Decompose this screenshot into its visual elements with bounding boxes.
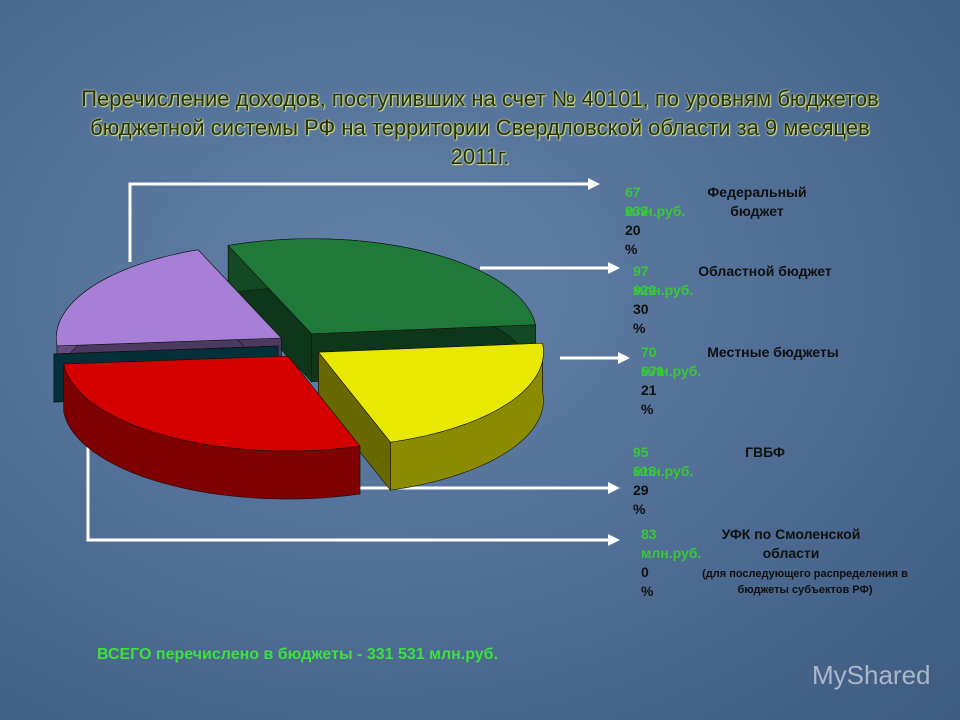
- watermark: MyShared: [812, 660, 931, 690]
- slice: [227, 238, 536, 383]
- arrow-head: [608, 482, 620, 494]
- unit-label: млн.руб.: [633, 282, 694, 298]
- chart-title: Перечисление доходов, поступивших на сче…: [81, 86, 879, 169]
- arrow-head: [618, 352, 630, 364]
- value-label: 70 671: [641, 344, 665, 379]
- leader: [86, 440, 610, 542]
- slice-top: [56, 249, 282, 347]
- value-label: 83: [641, 526, 657, 542]
- unit-label: млн.руб.: [641, 363, 702, 379]
- value-label: 95 618: [633, 444, 657, 479]
- unit-label: млн.руб.: [633, 463, 694, 479]
- percent-label: 20 %: [625, 222, 641, 257]
- slice: [63, 355, 361, 500]
- pie: [53, 238, 544, 500]
- arrow-head: [588, 178, 600, 190]
- category-label: Местные бюджеты: [707, 344, 839, 360]
- category-label: УФК по Смоленской области: [721, 526, 861, 561]
- slice: [317, 342, 544, 492]
- unit-label: млн.руб.: [625, 203, 686, 219]
- slice-top: [317, 342, 544, 443]
- percent-label: 21 %: [641, 382, 657, 417]
- total: ВСЕГО перечислено в бюджеты - 331 531 мл…: [97, 646, 499, 663]
- category-label: Областной бюджет: [698, 263, 832, 279]
- percent-label: 0 %: [641, 564, 654, 599]
- value-label: 67 237: [625, 184, 649, 219]
- unit-label: млн.руб.: [641, 545, 702, 561]
- note: (для последующего распределения в бюджет…: [702, 568, 908, 596]
- percent-label: 30 %: [633, 301, 649, 336]
- slice-top: [53, 345, 279, 355]
- arrow-head: [608, 534, 620, 546]
- category-label: ГВБФ: [745, 444, 785, 460]
- arrow-head: [608, 262, 620, 274]
- slice-top: [227, 238, 536, 335]
- value-label: 97 922: [633, 263, 657, 298]
- arrow-heads: [588, 178, 630, 546]
- category-label: Федеральный бюджет: [707, 184, 807, 219]
- percent-label: 29 %: [633, 482, 649, 517]
- leader: [128, 182, 590, 262]
- slice-top: [63, 355, 361, 452]
